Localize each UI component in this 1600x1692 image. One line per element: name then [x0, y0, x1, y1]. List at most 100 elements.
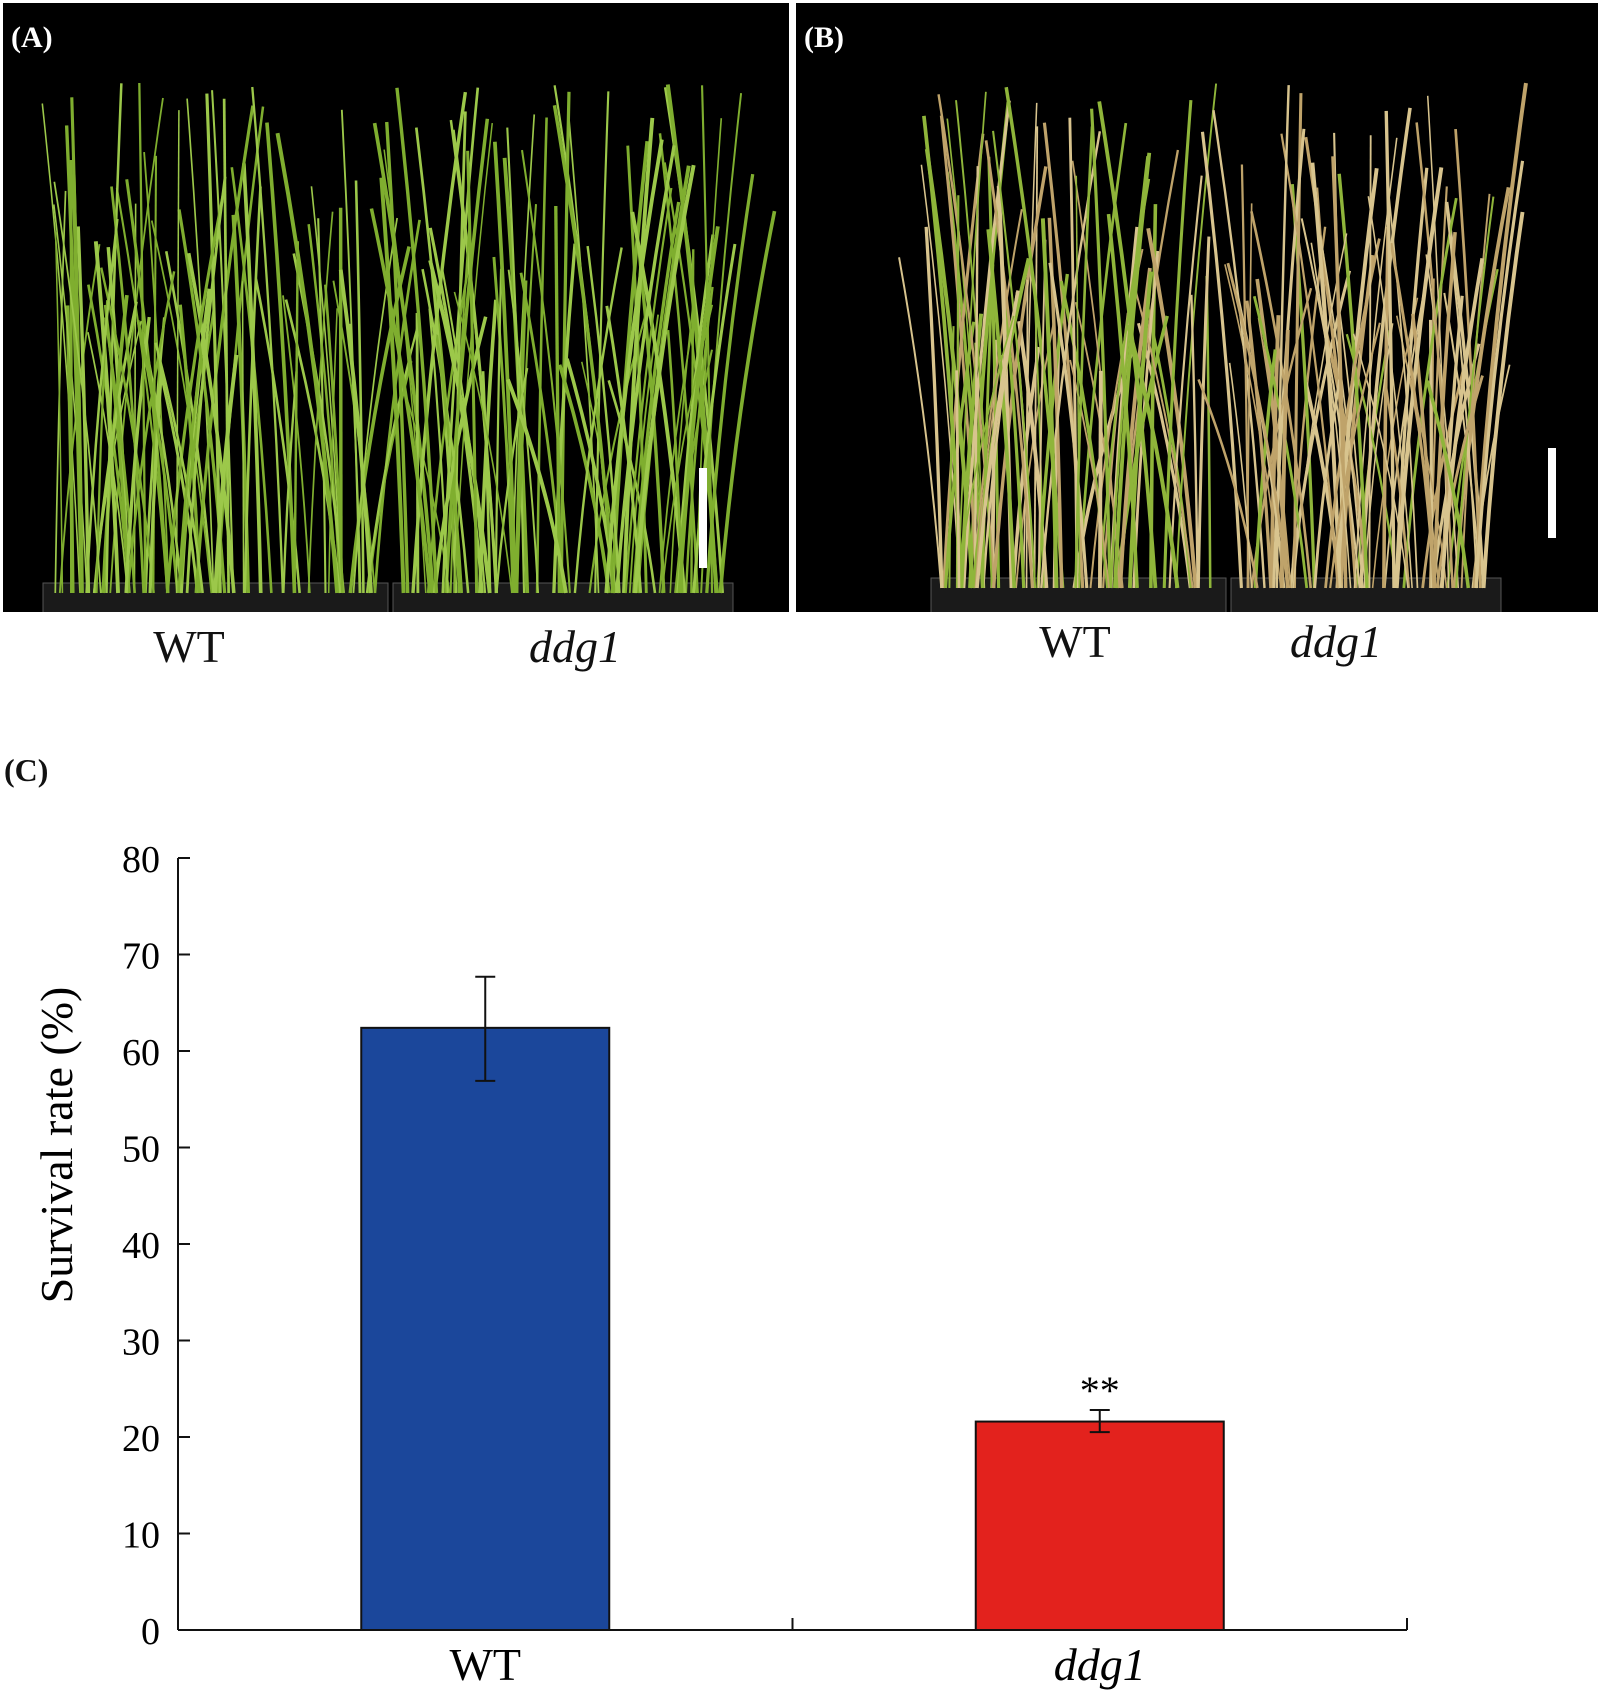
rice-leaf [955, 370, 961, 589]
rice-leaf [428, 259, 492, 594]
rice-leaf [444, 118, 490, 594]
rice-leaf [1352, 333, 1409, 589]
rice-leaf [1069, 359, 1110, 589]
rice-leaf [324, 284, 344, 594]
rice-leaf [1383, 379, 1411, 589]
rice-leaf [451, 129, 498, 594]
rice-leaf [372, 122, 435, 594]
rice-leaf [700, 85, 714, 594]
rice-leaf [554, 205, 562, 594]
scale-bar [699, 468, 707, 568]
rice-leaf [1425, 380, 1471, 589]
rice-leaf [674, 349, 713, 594]
rice-leaf [1371, 297, 1419, 589]
bar-wt [360, 1026, 611, 1631]
rice-leaf [1146, 227, 1198, 589]
rice-leaf [379, 177, 406, 594]
rice-leaf [604, 139, 664, 594]
panel-a-caption-ddg1: ddg1 [529, 621, 621, 672]
rice-leaf [1368, 135, 1372, 589]
rice-leaf [395, 87, 439, 594]
rice-leaf [661, 304, 714, 594]
rice-leaf [185, 176, 227, 594]
rice-leaf [251, 86, 285, 594]
rice-leaf [1168, 175, 1203, 589]
rice-leaf [144, 317, 166, 594]
y-tick-label: 30 [122, 1322, 160, 1364]
rice-leaf [194, 105, 255, 594]
scale-bar [1548, 448, 1556, 538]
rice-leaf [216, 106, 265, 594]
rice-leaf [453, 291, 513, 594]
rice-leaf [1313, 379, 1341, 589]
rice-leaf [53, 204, 88, 594]
rice-leaf [1432, 232, 1457, 589]
rice-leaf [1040, 218, 1059, 589]
panel-a-label: (A) [11, 21, 53, 54]
rice-leaf [211, 90, 235, 594]
rice-leaf [1015, 324, 1055, 589]
rice-leaf [354, 180, 365, 594]
rice-leaf [957, 91, 987, 589]
y-tick-label: 20 [122, 1418, 160, 1460]
x-tick-label: WT [449, 1639, 521, 1690]
rice-leaf [718, 210, 777, 594]
rice-leaf [338, 269, 373, 594]
y-tick-label: 40 [122, 1225, 160, 1267]
rice-leaf [492, 256, 515, 594]
rice-leaf [441, 87, 480, 594]
rice-leaf [594, 91, 610, 594]
rice-leaf [1290, 183, 1317, 589]
rice-leaf [1126, 324, 1180, 589]
rice-leaf [1269, 315, 1281, 589]
rice-seedlings-drought-image [898, 82, 1556, 612]
rice-leaf [449, 225, 471, 594]
rice-leaf [981, 264, 995, 589]
rice-leaf [415, 313, 420, 594]
rice-leaf [307, 211, 334, 594]
rice-leaf [1197, 378, 1259, 589]
rice-leaf [1022, 102, 1038, 589]
rice-leaf [1127, 271, 1153, 589]
rice-leaf [1074, 126, 1094, 589]
rice-leaf [53, 181, 102, 594]
rice-leaf [105, 83, 123, 594]
rice-leaf [1004, 86, 1065, 589]
rice-leaf [85, 218, 119, 594]
rice-leaf [607, 380, 657, 594]
rice-leaf [1109, 156, 1149, 589]
rice-leaf [293, 241, 300, 594]
rice-leaf [552, 105, 616, 594]
rice-leaf [154, 342, 204, 594]
rice-leaf [241, 281, 245, 594]
rice-leaf [677, 226, 720, 594]
rice-leaf [559, 91, 571, 594]
panel-c-label: (C) [4, 752, 49, 788]
rice-leaf [516, 204, 538, 594]
rice-leaf [1245, 300, 1273, 589]
rice-leaf [1331, 156, 1348, 589]
rice-leaf [514, 280, 528, 594]
rice-leaf [1394, 167, 1444, 589]
significance-marker: ** [1080, 1368, 1120, 1413]
x-tick-label: ddg1 [1054, 1639, 1146, 1690]
rice-leaf [1033, 126, 1039, 589]
rice-leaf [615, 145, 676, 594]
rice-leaf [1228, 362, 1253, 589]
rice-leaf [150, 220, 213, 594]
y-tick-label: 10 [122, 1515, 160, 1557]
rice-seedlings-image [41, 82, 777, 612]
rice-leaf [939, 115, 978, 589]
rice-leaf [426, 263, 471, 594]
y-tick-label: 0 [141, 1611, 160, 1653]
rice-leaf [1472, 82, 1528, 589]
rice-leaf [492, 141, 517, 594]
rice-leaf [1118, 267, 1152, 589]
rice-leaf [1454, 128, 1482, 589]
panel-b-caption-ddg1: ddg1 [1290, 616, 1382, 667]
rice-leaf [275, 132, 340, 594]
rice-leaf [557, 364, 611, 594]
rice-leaf [962, 100, 1011, 589]
rice-leaf [1435, 375, 1484, 589]
rice-leaf [1279, 329, 1290, 589]
